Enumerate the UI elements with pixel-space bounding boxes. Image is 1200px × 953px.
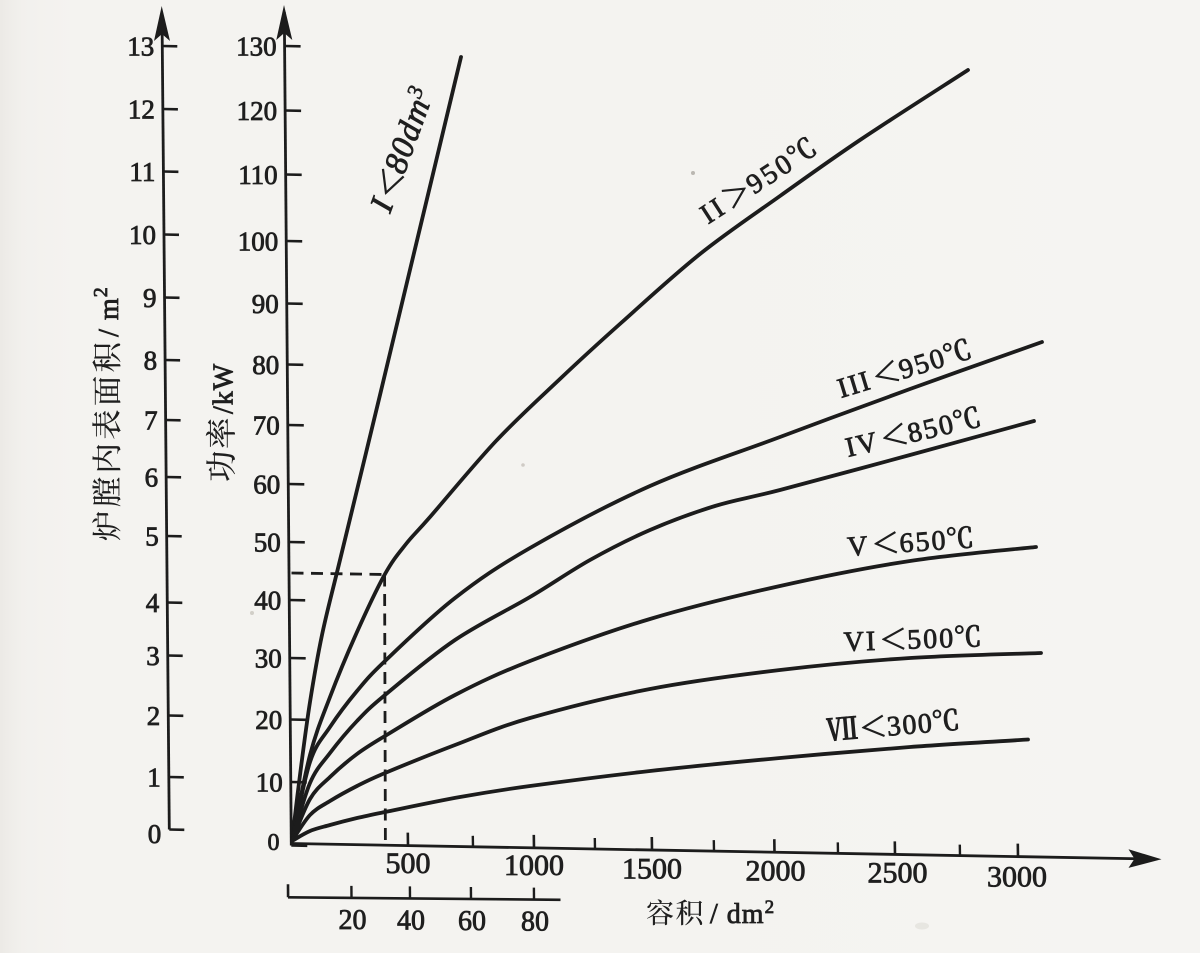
- svg-text:500: 500: [907, 623, 956, 656]
- svg-text:500: 500: [386, 847, 431, 880]
- svg-text:80: 80: [521, 907, 549, 938]
- svg-text:300: 300: [886, 708, 935, 743]
- svg-text:10: 10: [256, 768, 283, 798]
- svg-text:120: 120: [237, 96, 278, 126]
- svg-text:1000: 1000: [504, 849, 564, 882]
- svg-text:70: 70: [253, 411, 280, 441]
- svg-text:10: 10: [129, 220, 156, 250]
- svg-text:40: 40: [254, 586, 281, 616]
- svg-text:4: 4: [146, 588, 160, 618]
- svg-text:7: 7: [144, 406, 158, 436]
- svg-text:3: 3: [146, 641, 160, 671]
- svg-text:/ dm2: / dm2: [710, 897, 775, 930]
- svg-text:12: 12: [128, 95, 155, 125]
- svg-text:6: 6: [145, 463, 159, 493]
- svg-text:3000: 3000: [987, 861, 1047, 894]
- svg-text:1: 1: [147, 763, 161, 793]
- svg-text:100: 100: [238, 227, 279, 257]
- svg-text:2000: 2000: [746, 855, 806, 888]
- svg-text:8: 8: [144, 346, 158, 376]
- svg-text:60: 60: [458, 906, 486, 937]
- svg-text:13: 13: [127, 32, 154, 62]
- svg-text:/kW: /kW: [209, 363, 240, 414]
- svg-text:90: 90: [252, 289, 279, 319]
- svg-text:2: 2: [147, 701, 161, 731]
- svg-text:0: 0: [268, 830, 280, 856]
- svg-text:130: 130: [236, 32, 277, 62]
- svg-text:20: 20: [255, 705, 282, 735]
- svg-text:650: 650: [898, 525, 948, 559]
- svg-text:110: 110: [238, 160, 278, 190]
- svg-text:30: 30: [255, 644, 282, 674]
- svg-text:IV: IV: [843, 426, 883, 464]
- svg-text:2500: 2500: [868, 857, 928, 890]
- svg-text:11: 11: [129, 157, 155, 187]
- svg-text:5: 5: [145, 522, 159, 552]
- svg-text:40: 40: [397, 905, 425, 936]
- svg-text:50: 50: [254, 528, 281, 558]
- svg-text:9: 9: [143, 283, 157, 313]
- svg-text:VI: VI: [843, 626, 878, 658]
- svg-text:V: V: [846, 531, 870, 563]
- svg-text:1500: 1500: [622, 853, 682, 886]
- svg-text:20: 20: [339, 905, 367, 936]
- svg-text:60: 60: [253, 470, 280, 500]
- svg-text:80: 80: [252, 350, 279, 380]
- svg-text:0: 0: [148, 819, 162, 849]
